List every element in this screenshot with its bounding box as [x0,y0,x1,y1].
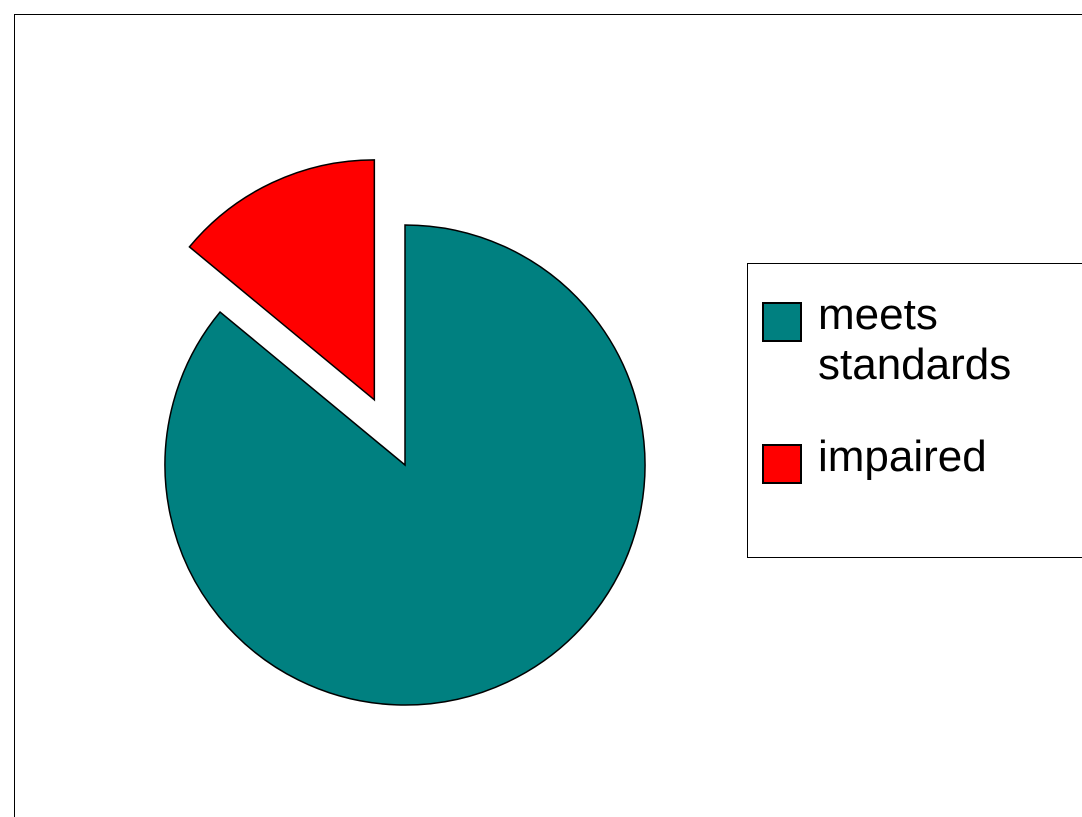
legend-item-impaired: impaired [762,432,1068,484]
legend: meets standards impaired [747,263,1082,558]
legend-label-meets-standards: meets standards [818,290,1012,389]
legend-item-meets-standards: meets standards [762,290,1068,390]
pie-slice-impaired [188,159,376,402]
legend-swatch-meets-standards [762,302,802,342]
legend-label-impaired: impaired [818,432,987,481]
legend-swatch-impaired [762,444,802,484]
chart-frame [14,14,1082,817]
pie-slice-meets-standards [164,224,646,706]
pie-slices [164,159,646,706]
